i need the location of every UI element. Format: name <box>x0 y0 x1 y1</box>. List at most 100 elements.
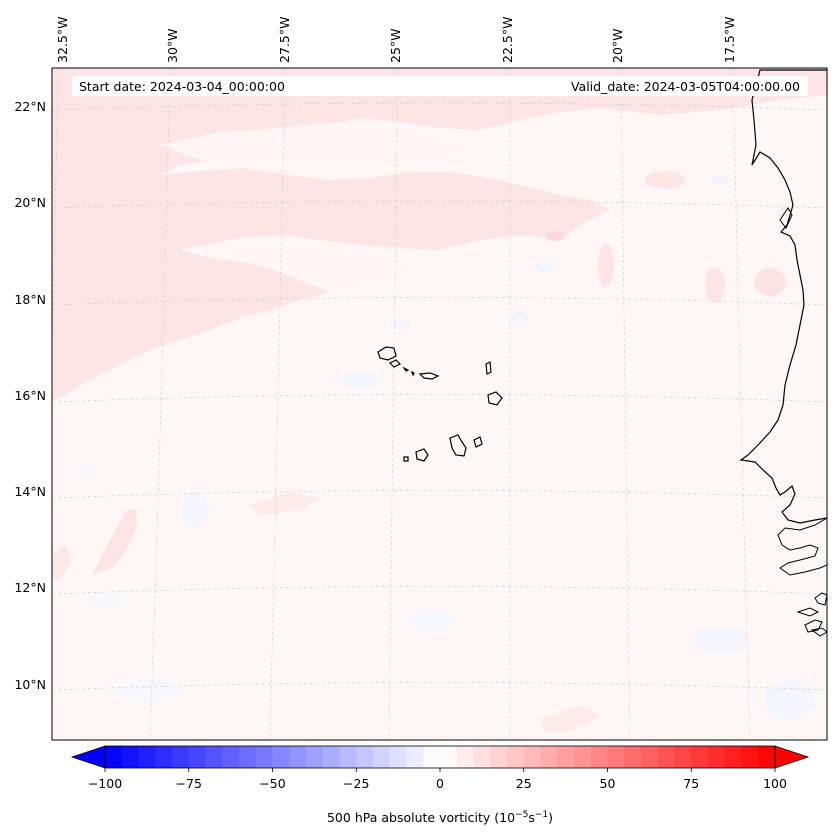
lon-label: 30°W <box>165 28 180 63</box>
colorbar-tick-label: −25 <box>343 776 369 791</box>
negative-patch <box>512 312 528 324</box>
lat-label: 16°N <box>14 388 46 403</box>
colorbar-extend-min <box>70 745 106 769</box>
colorbar-tick-label: 75 <box>683 776 699 791</box>
colorbar-cell <box>674 746 692 768</box>
cape-verde-islands <box>377 346 503 462</box>
island-brava <box>403 456 409 462</box>
colorbar-ticks: −100 −75 −50 −25 0 25 50 75 100 <box>88 768 787 791</box>
colorbar-cell <box>540 746 558 768</box>
positive-patch <box>598 243 614 287</box>
colorbar-cell <box>507 746 525 768</box>
positive-patch <box>705 267 725 303</box>
negative-patch <box>181 492 209 528</box>
map-plot-area <box>52 68 827 740</box>
colorbar-cell <box>624 746 642 768</box>
colorbar-cell <box>356 746 374 768</box>
colorbar-cell <box>423 746 441 768</box>
lat-label: 22°N <box>14 99 46 114</box>
graticule <box>52 68 827 740</box>
positive-patch <box>645 171 685 189</box>
colorbar-cell <box>523 746 541 768</box>
island-santo-antao <box>377 346 397 361</box>
negative-patch <box>82 465 94 475</box>
lat-label: 10°N <box>14 677 46 692</box>
negative-patch <box>692 626 748 654</box>
coast-estuary <box>779 207 793 229</box>
guinea-bissau-islands <box>796 592 827 637</box>
colorbar-cell <box>339 746 357 768</box>
colorbar-cell <box>155 746 173 768</box>
negative-patch <box>712 175 728 185</box>
lon-label: 25°W <box>388 28 403 63</box>
colorbar-title: 500 hPa absolute vorticity (10−5s−1) <box>327 810 553 825</box>
colorbar-cells <box>105 746 776 768</box>
light-pocket <box>220 245 420 290</box>
colorbar-cell <box>272 746 290 768</box>
colorbar-cell <box>406 746 424 768</box>
colorbar-cell <box>205 746 223 768</box>
colorbar-cell <box>138 746 156 768</box>
island-boa-vista <box>487 391 503 406</box>
island-santa-luzia <box>402 366 410 372</box>
negative-patch <box>390 319 410 331</box>
positive-patch <box>540 705 600 732</box>
colorbar-extend-max <box>774 745 810 769</box>
lon-label: 27.5°W <box>277 17 292 63</box>
coast-estuary <box>777 517 827 576</box>
lat-label: 18°N <box>14 292 46 307</box>
colorbar-cell <box>255 746 273 768</box>
lat-label: 12°N <box>14 580 46 595</box>
island-maio <box>473 436 483 448</box>
colorbar-cell <box>708 746 726 768</box>
colorbar: −100 −75 −50 −25 0 25 50 75 100 500 hPa absolute… <box>70 745 810 825</box>
negative-patch <box>536 258 554 272</box>
colorbar-cell <box>490 746 508 768</box>
colorbar-tick-label: 0 <box>436 776 444 791</box>
island-santiago <box>449 434 467 457</box>
colorbar-cell <box>172 746 190 768</box>
colorbar-cell <box>557 746 575 768</box>
island-sao-nicolau <box>418 372 440 380</box>
colorbar-cell <box>607 746 625 768</box>
header-bar <box>72 76 808 96</box>
colorbar-cell <box>188 746 206 768</box>
colorbar-tick-label: −50 <box>259 776 285 791</box>
colorbar-cell <box>322 746 340 768</box>
colorbar-cell <box>306 746 324 768</box>
colorbar-cell <box>440 746 458 768</box>
colorbar-tick-label: 50 <box>600 776 616 791</box>
colorbar-tick-label: 100 <box>763 776 787 791</box>
lon-label: 32.5°W <box>55 17 70 63</box>
african-coastline <box>739 69 827 524</box>
positive-patch <box>250 492 320 515</box>
positive-patch <box>754 268 786 296</box>
lon-label: 20°W <box>610 28 625 63</box>
map-frame <box>51 67 828 741</box>
colorbar-cell <box>105 746 123 768</box>
start-date-label: Start date: 2024-03-04_00:00:00 <box>79 79 285 94</box>
colorbar-cell <box>239 746 257 768</box>
negative-patch <box>85 592 125 608</box>
negative-patch <box>405 610 455 630</box>
colorbar-cell <box>373 746 391 768</box>
lat-label: 14°N <box>14 484 46 499</box>
island-sal <box>485 361 492 375</box>
lon-label: 17.5°W <box>722 17 737 63</box>
colorbar-tick-label: −100 <box>88 776 122 791</box>
colorbar-cell <box>456 746 474 768</box>
colorbar-cell <box>289 746 307 768</box>
islet <box>410 370 415 377</box>
colorbar-cell <box>574 746 592 768</box>
colorbar-cell <box>473 746 491 768</box>
colorbar-cell <box>222 746 240 768</box>
longitude-labels: 32.5°W 30°W 27.5°W 25°W 22.5°W 20°W 17.5… <box>55 17 737 63</box>
colorbar-cell <box>758 746 776 768</box>
colorbar-cell <box>741 746 759 768</box>
lat-label: 20°N <box>14 195 46 210</box>
colorbar-cell <box>691 746 709 768</box>
colorbar-cell <box>724 746 742 768</box>
valid-date-label: Valid_date: 2024-03-05T04:00:00.00 <box>571 79 800 94</box>
negative-patch <box>765 680 815 720</box>
positive-patch <box>545 231 565 241</box>
